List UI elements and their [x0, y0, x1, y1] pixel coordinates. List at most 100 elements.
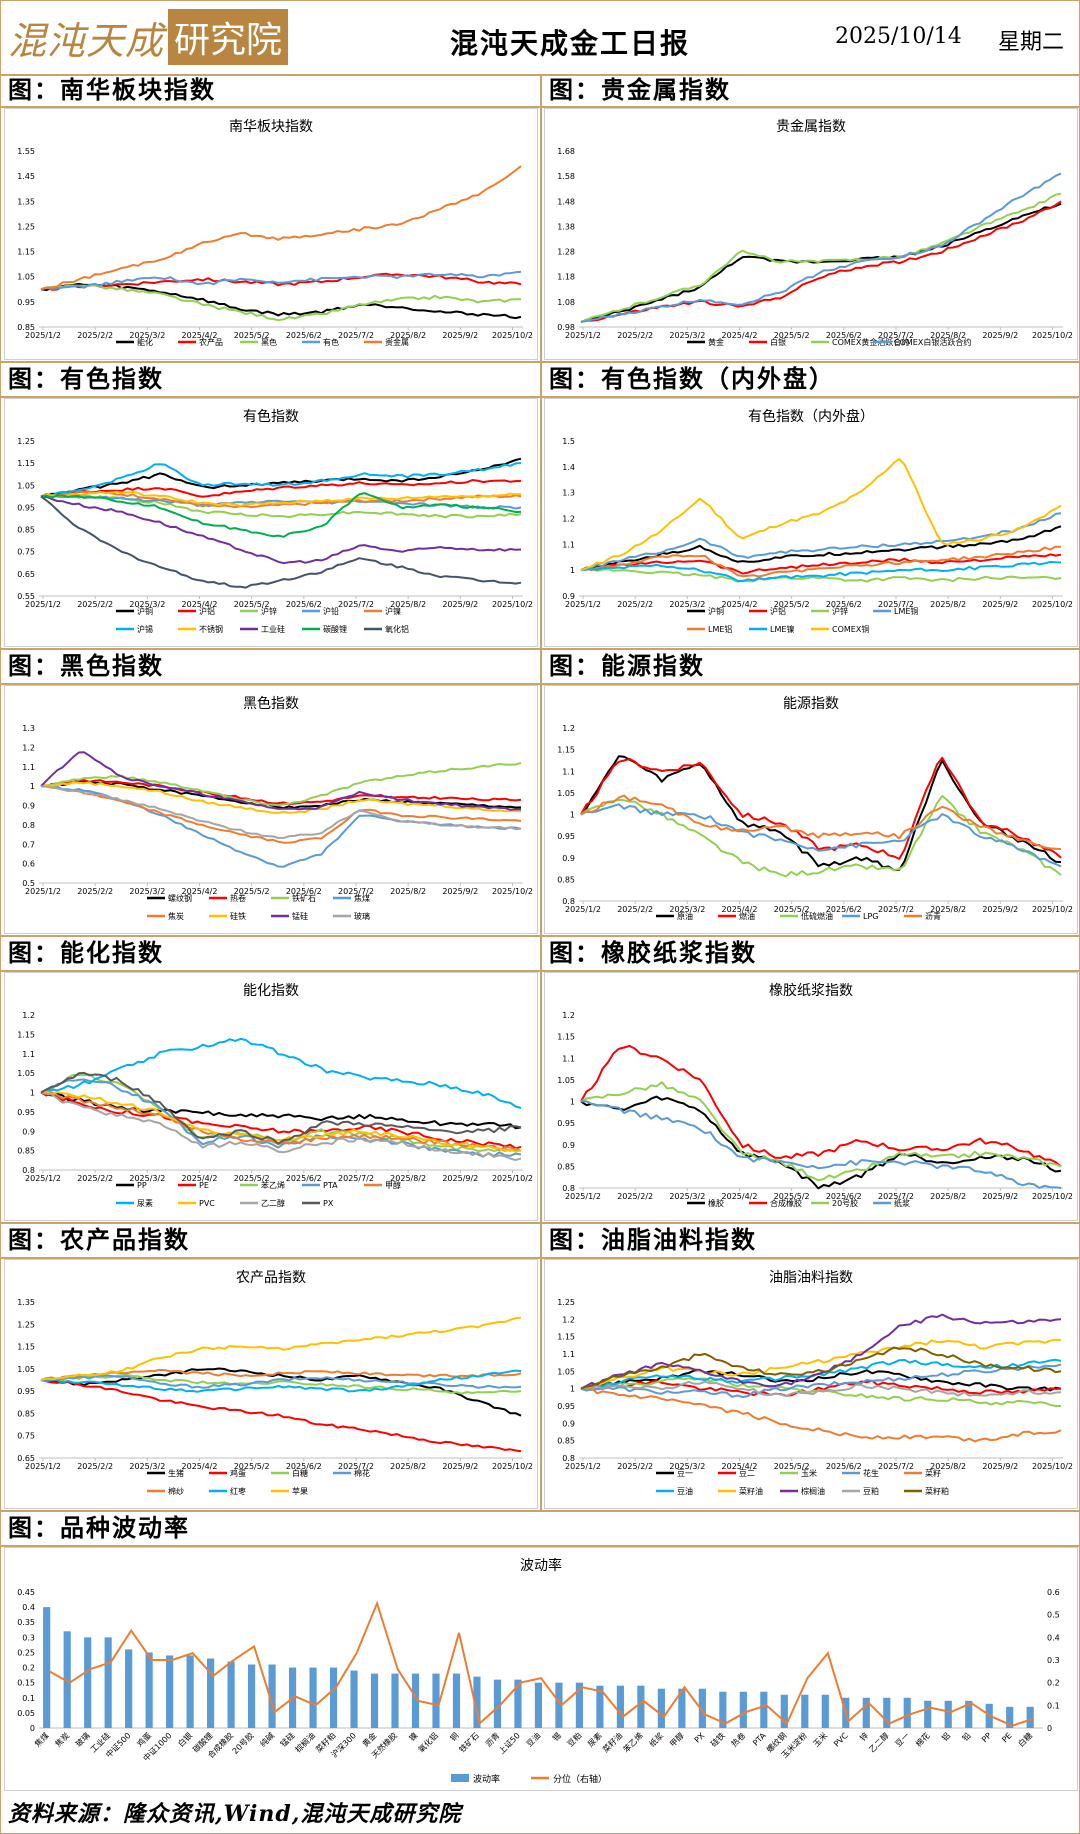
bar-菜籽油 — [616, 1685, 624, 1728]
y-tick-label: 0 — [30, 1724, 35, 1733]
y-tick-label: 1.1 — [562, 540, 575, 549]
y-tick-label: 0.8 — [22, 1166, 35, 1175]
section-title-energy-chem: 图：能化指数 — [8, 938, 164, 967]
series-line-尿素 — [40, 1037, 522, 1109]
x-tick-label: 焦炭 — [53, 1730, 71, 1748]
y-tick-label: 1.25 — [17, 1320, 35, 1329]
x-tick-label: 2025/2/2 — [617, 905, 653, 914]
x-tick-label: 2025/6/2 — [286, 600, 322, 609]
y-tick-label: 0.9 — [22, 802, 35, 811]
x-tick-label: 2025/2/2 — [77, 887, 113, 896]
series-line-PP — [40, 1091, 522, 1130]
bar-焦煤 — [43, 1607, 51, 1728]
x-tick-label: 2025/9/2 — [442, 1174, 478, 1183]
legend-label: 沪铝 — [770, 606, 786, 616]
legend-label: 玻璃 — [354, 911, 370, 921]
x-tick-label: 2025/4/2 — [722, 905, 758, 914]
x-tick-label: PTA — [751, 1731, 768, 1748]
x-tick-label: 热卷 — [729, 1730, 747, 1748]
y-tick-label: 1.55 — [17, 147, 35, 156]
y-tick-label: 1.1 — [22, 763, 35, 772]
x-tick-label: 2025/5/2 — [234, 1462, 270, 1471]
legend-label: 有色 — [323, 337, 339, 347]
x-tick-label: 2025/8/2 — [930, 331, 966, 340]
bar-纯碱 — [268, 1664, 276, 1728]
x-tick-label: 2025/5/2 — [774, 1192, 810, 1201]
chart-svg: 油脂油料指数 0.8 0.85 0.9 0.95 1 1.05 1.1 1.15 1.2 1.25 2… — [557, 1270, 1073, 1496]
series-line-燃油 — [580, 756, 1062, 860]
chart-agri: 农产品指数 0.65 0.75 0.85 0.95 1.05 1.15 1.25 1.35 202… — [4, 1259, 538, 1509]
legend-label: 棕榈油 — [801, 1486, 825, 1496]
legend-label: LME铜 — [894, 606, 918, 616]
y-tick-label: 0.65 — [17, 570, 35, 579]
x-tick-label: 2025/5/2 — [774, 1462, 810, 1471]
x-tick-label: 2025/3/2 — [129, 600, 165, 609]
y2-tick-label: 0.1 — [1047, 1701, 1060, 1710]
y-tick-label: 1.4 — [562, 463, 575, 472]
y-tick-label: 1.58 — [557, 172, 575, 181]
x-tick-label: 2025/2/2 — [77, 1462, 113, 1471]
section-title-black: 图：黑色指数 — [8, 651, 164, 680]
y-tick-label: 0.2 — [22, 1664, 35, 1673]
x-tick-label: 锌 — [858, 1730, 871, 1743]
bar-螺纹钢 — [780, 1694, 788, 1728]
series-line-纸浆 — [580, 1100, 1062, 1189]
x-tick-label: 2025/8/2 — [930, 1192, 966, 1201]
legend-label: 甲醇 — [385, 1180, 401, 1190]
x-tick-label: 2025/3/2 — [669, 1192, 705, 1201]
x-tick-label: 2025/7/2 — [338, 331, 374, 340]
y-tick-label: 0.95 — [557, 1119, 575, 1128]
y-tick-label: 1.08 — [557, 298, 575, 307]
x-tick-label: 2025/3/2 — [129, 1174, 165, 1183]
series-line-碳酸锂 — [40, 492, 522, 538]
legend-label: COMEX铜 — [832, 624, 869, 634]
section-title-agri: 图：农产品指数 — [8, 1225, 190, 1254]
legend-label: 氧化铝 — [385, 624, 409, 634]
series-line-沪铝 — [40, 479, 522, 498]
x-tick-label: 2025/10/2 — [1032, 1462, 1073, 1471]
bar-沥青 — [493, 1679, 502, 1728]
x-tick-label: 2025/3/2 — [669, 331, 705, 340]
x-tick-label: 2025/4/2 — [182, 1462, 218, 1471]
series-line-豆油 — [580, 1358, 1062, 1390]
y-tick-label: 1.2 — [562, 1011, 575, 1020]
bar-甲醇 — [678, 1688, 686, 1728]
chart-svg: 有色指数（内外盘） 0.9 1 1.1 1.2 1.3 1.4 1.5 2025/1/2 2025… — [562, 408, 1073, 634]
series-line-沪铜 — [40, 457, 522, 498]
x-tick-label: 2025/4/2 — [182, 1174, 218, 1183]
y-tick-label: 0.05 — [17, 1709, 35, 1718]
y-tick-label: 0.75 — [17, 1432, 35, 1441]
bar-铝 — [944, 1700, 952, 1728]
section-title-nanhua: 图：南华板块指数 — [8, 75, 216, 104]
y-tick-label: 0.8 — [22, 821, 35, 830]
y-tick-label: 0.9 — [22, 1127, 35, 1136]
bar-玉米 — [821, 1694, 829, 1728]
y-tick-label: 0.8 — [562, 1184, 575, 1193]
legend-label: 沪锌 — [832, 606, 848, 616]
chart-rubber: 橡胶纸浆指数 0.8 0.85 0.9 0.95 1 1.05 1.1 1.15 1.2 2025/… — [544, 972, 1078, 1221]
x-tick-label: 2025/7/2 — [878, 331, 914, 340]
legend-label: 锰硅 — [292, 911, 308, 921]
bar-棉花 — [924, 1700, 932, 1728]
series-line-焦炭 — [41, 785, 522, 844]
logo-text: 混沌天成 — [8, 18, 165, 63]
y-tick-label: 1.25 — [557, 1298, 575, 1307]
x-tick-label: 玉米 — [811, 1730, 829, 1748]
x-tick-label: 2025/10/2 — [492, 331, 533, 340]
series-line-沥青 — [580, 794, 1062, 851]
series-line-20号胶 — [580, 1081, 1062, 1182]
x-tick-label: 锰硅 — [278, 1730, 296, 1748]
bar-焦炭 — [63, 1631, 71, 1728]
bar-鸡蛋 — [145, 1652, 153, 1728]
y-tick-label: 1.1 — [562, 767, 575, 776]
legend-label: PX — [323, 1199, 334, 1208]
x-tick-label: 2025/6/2 — [286, 331, 322, 340]
series-line-生猪 — [40, 1367, 522, 1417]
series-line-低硫燃油 — [580, 795, 1062, 878]
x-tick-label: 2025/9/2 — [442, 887, 478, 896]
legend-label: LME镍 — [770, 624, 794, 634]
chart-svg: 波动率 0 0.05 0.1 0.15 0.2 0.25 0.3 0.35 0.4 0.45 0 0.1… — [17, 1557, 1060, 1785]
legend-label: 棉纱 — [168, 1486, 184, 1496]
series-line-沪锡 — [40, 462, 522, 498]
y-tick-label: 0.95 — [17, 298, 35, 307]
